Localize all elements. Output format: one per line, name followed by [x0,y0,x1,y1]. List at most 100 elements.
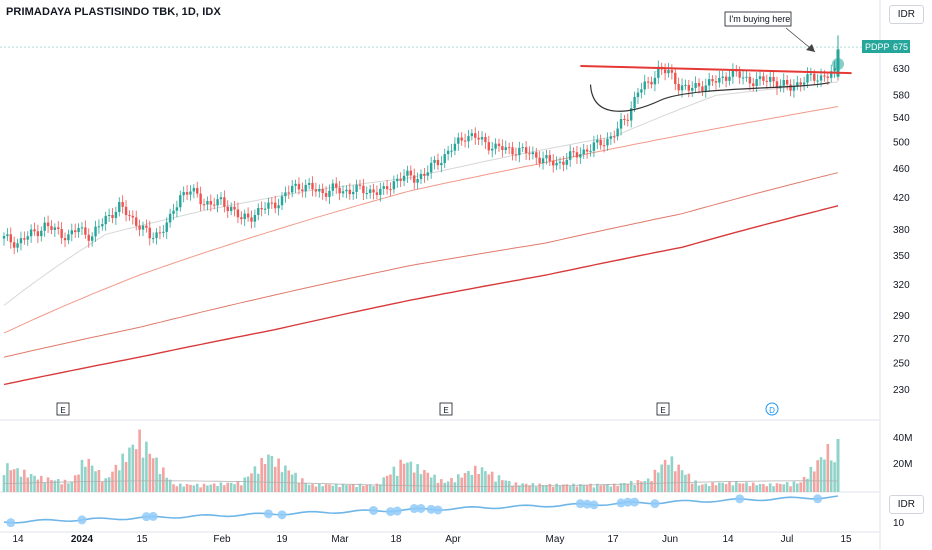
annotation-box [724,11,792,27]
candle-body [626,119,630,121]
volume-bar [562,484,565,492]
candle-body [19,238,23,244]
currency-selector-top[interactable]: IDR [888,5,924,24]
candle-body [70,230,74,235]
volume-bar [348,485,352,492]
volume-bar [134,449,138,492]
y-tick-label: 290 [893,311,910,322]
indicator-dot [369,505,379,515]
volume-bar [331,485,335,492]
candle-body [413,175,416,183]
candle-body [314,189,318,192]
candle-body [290,185,294,193]
volume-bar [63,479,67,492]
volume-bar [392,466,396,492]
volume-bar [433,474,436,492]
volume-bar [77,474,80,492]
volume-bar [158,473,162,492]
candle-body [680,85,684,91]
volume-bars [2,429,840,492]
earnings-marker [56,402,70,416]
volume-bar [256,473,260,492]
volume-bar [60,484,63,492]
candle-body [646,81,650,83]
candle-body [399,178,402,181]
x-tick-label: May [546,534,565,545]
volume-bar [148,453,152,492]
volume-bar [412,472,416,492]
candle-body [718,77,721,83]
earnings-marker [439,402,453,416]
volume-bar [467,470,470,492]
candle-body [731,70,735,77]
volume-bar [121,453,124,492]
candle-body [60,229,63,239]
event-marker-label: E [443,406,448,415]
volume-bar [223,485,226,492]
candle-body [477,137,480,140]
x-tick-label: Jul [781,534,794,545]
volume-bar [429,477,433,492]
candle-body [33,229,36,232]
volume-bar [514,482,518,492]
y-tick-label: 540 [893,113,910,124]
indicator-dot [385,507,395,517]
candle-body [487,142,491,151]
y-tick-label: 250 [893,358,910,369]
candle-body [826,76,830,78]
volume-bar [826,443,830,492]
candle-body [752,83,755,86]
candle-body [12,242,16,248]
volume-bar [473,465,477,492]
volume-bar [368,484,372,492]
volume-bar [785,482,789,492]
volume-bar [84,466,87,492]
volume-bar [734,481,738,492]
candle-body [450,150,453,152]
volume-bar [182,486,185,492]
volume-bar [521,483,525,492]
volume-bar [436,482,440,492]
volume-bar [779,483,782,492]
candle-body [507,147,511,149]
volume-bar [653,469,657,492]
volume-bar [192,485,196,492]
candle-body [575,152,579,158]
candle-body [497,143,501,147]
candle-body [714,81,718,83]
currency-selector-bottom[interactable]: IDR [888,495,924,514]
candle-body [653,77,657,85]
indicator-dot [623,497,633,507]
volume-bar [419,474,423,492]
volume-bar [304,483,308,492]
candle-body [104,215,107,225]
candle-body [636,92,640,98]
volume-bar [477,473,480,492]
candle-body [297,183,301,190]
candle-body [741,77,745,79]
volume-bar [355,486,358,492]
candle-body [504,147,507,151]
volume-bar [209,484,213,492]
y-tick-label: 230 [893,385,910,396]
candle-body [436,159,440,166]
volume-bar [395,475,399,492]
volume-bar [487,474,491,492]
volume-bar [172,484,175,492]
candle-body [16,243,19,248]
volume-bar [612,483,616,492]
candle-body [121,202,124,207]
price-tag-symbol-bg [862,40,891,53]
candle-body [162,231,165,233]
candle-body [684,84,687,86]
candle-body [226,206,229,212]
candle-body [348,189,352,195]
volume-bar [101,482,104,492]
volume-bar [602,484,606,492]
indicator-dot [589,500,599,510]
volume-bar [277,458,280,492]
candle-body [460,137,463,141]
candle-body [155,232,158,239]
volume-bar [792,481,796,492]
